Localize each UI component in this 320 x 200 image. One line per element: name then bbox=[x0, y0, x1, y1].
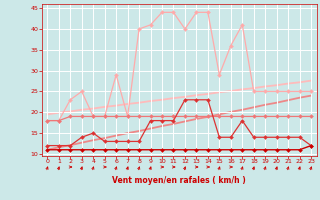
X-axis label: Vent moyen/en rafales ( km/h ): Vent moyen/en rafales ( km/h ) bbox=[112, 176, 246, 185]
